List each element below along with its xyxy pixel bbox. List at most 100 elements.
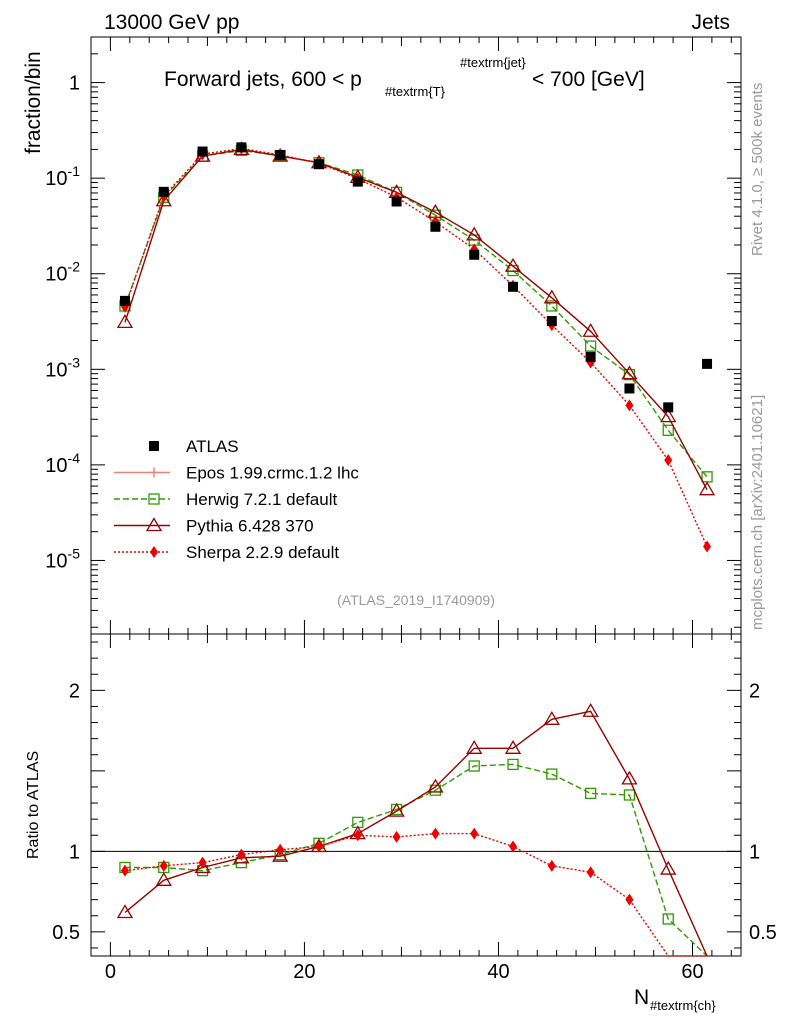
legend-label: Sherpa 2.2.9 default bbox=[186, 543, 339, 562]
main-line-pythia bbox=[124, 148, 708, 491]
legend-label: Epos 1.99.crmc.1.2 lhc bbox=[186, 464, 359, 483]
legend: ATLAS Epos 1.99.crmc.1.2 lhc Herwig 7.2.1 … bbox=[114, 437, 359, 562]
main-point-herwig bbox=[546, 300, 558, 312]
main-point-atlas bbox=[624, 383, 635, 394]
analysis-tag: (ATLAS_2019_I1740909) bbox=[337, 592, 495, 608]
main-point-pythia bbox=[621, 365, 638, 380]
ratio-point-herwig bbox=[623, 789, 636, 801]
plot-title-main: Forward jets, 600 < p bbox=[164, 68, 362, 91]
ratio-line-sherpa bbox=[124, 832, 707, 957]
main-y-tick-label: 1 bbox=[69, 73, 80, 95]
x-tick-labels: 0 20 40 60 bbox=[105, 961, 704, 983]
main-ylabel: fraction/bin bbox=[22, 51, 45, 154]
main-point-pythia bbox=[660, 408, 677, 423]
x-tick-label: 0 bbox=[105, 961, 116, 983]
ratio-y-tick-label-right: 0.5 bbox=[749, 922, 777, 944]
x-axis-title-main: N bbox=[634, 986, 649, 1009]
energy-label: 13000 GeV pp bbox=[104, 11, 239, 34]
ratio-point-pythia bbox=[504, 740, 522, 754]
plot-title-end: < 700 [GeV] bbox=[532, 68, 645, 91]
main-point-sherpa bbox=[625, 399, 634, 412]
ratio-point-herwig bbox=[662, 913, 674, 925]
main-point-pythia bbox=[698, 481, 716, 496]
ratio-point-sherpa bbox=[392, 830, 401, 843]
main-point-herwig bbox=[662, 424, 674, 436]
main-point-atlas bbox=[313, 159, 324, 170]
legend-item-epos: Epos 1.99.crmc.1.2 lhc bbox=[114, 464, 359, 483]
ratio-point-pythia bbox=[272, 847, 289, 862]
legend-marker bbox=[148, 493, 160, 505]
main-point-atlas bbox=[391, 196, 402, 207]
main-point-atlas bbox=[119, 295, 130, 306]
main-point-sherpa bbox=[703, 540, 712, 553]
ratio-series-sherpa bbox=[120, 827, 707, 957]
ratio-line-pythia bbox=[124, 710, 708, 957]
plot-title: Forward jets, 600 < p #textrm{T} #textrm… bbox=[164, 55, 645, 99]
main-point-atlas bbox=[508, 281, 519, 292]
main-series-herwig bbox=[119, 144, 713, 483]
ratio-y-tick-label-left: 1 bbox=[69, 841, 80, 863]
ratio-series-herwig bbox=[119, 758, 708, 957]
ratio-point-pythia bbox=[582, 702, 599, 717]
x-axis-title: N #textrm{ch} bbox=[634, 986, 716, 1013]
x-tick-label: 20 bbox=[293, 961, 315, 983]
legend-marker bbox=[150, 546, 158, 558]
ratio-series-pythia bbox=[116, 702, 708, 957]
mcplots-label: mcplots.cern.ch [arXiv:2401.10621] bbox=[749, 395, 766, 630]
process-label: Jets bbox=[691, 11, 730, 34]
ratio-point-pythia bbox=[194, 859, 211, 874]
main-point-pythia bbox=[116, 314, 134, 329]
ratio-point-sherpa bbox=[509, 840, 518, 853]
plot-title-subscript: #textrm{T} bbox=[385, 84, 446, 99]
main-series-layer bbox=[116, 141, 716, 553]
ratio-point-pythia bbox=[543, 711, 560, 725]
ratio-point-herwig bbox=[546, 768, 558, 780]
ratio-y-tick-label-left: 2 bbox=[69, 680, 80, 702]
main-y-tick-labels: 1 10-1 10-2 10-3 10-4 10-5 bbox=[45, 73, 80, 573]
x-axis-title-subscript: #textrm{ch} bbox=[650, 998, 716, 1013]
main-point-atlas bbox=[469, 249, 480, 260]
ratio-point-pythia bbox=[660, 860, 677, 875]
ratio-plot-frame bbox=[90, 633, 742, 957]
plot-title-superscript: #textrm{jet} bbox=[460, 55, 526, 70]
main-point-atlas bbox=[275, 149, 286, 160]
ratio-point-pythia bbox=[466, 740, 483, 754]
legend-label: ATLAS bbox=[186, 437, 239, 456]
ratio-point-sherpa bbox=[120, 864, 129, 877]
main-axis-ticks bbox=[91, 36, 741, 634]
main-y-tick-label: 10-5 bbox=[45, 545, 80, 572]
ratio-ylabel: Ratio to ATLAS bbox=[25, 751, 42, 859]
ratio-point-pythia bbox=[233, 849, 250, 864]
main-point-atlas bbox=[702, 358, 713, 369]
main-point-pythia bbox=[466, 226, 483, 241]
ratio-y-tick-label-left: 0.5 bbox=[52, 922, 80, 944]
ratio-point-pythia bbox=[427, 778, 444, 793]
main-point-pythia bbox=[582, 322, 599, 337]
legend-label: Pythia 6.428 370 bbox=[186, 517, 314, 536]
main-point-pythia bbox=[155, 192, 172, 207]
main-point-pythia bbox=[504, 257, 522, 272]
main-point-atlas bbox=[585, 351, 596, 362]
main-point-sherpa bbox=[664, 454, 673, 467]
ratio-series-layer bbox=[116, 702, 708, 957]
legend-item-herwig: Herwig 7.2.1 default bbox=[114, 490, 337, 509]
ratio-point-sherpa bbox=[353, 829, 362, 842]
main-point-atlas bbox=[546, 316, 557, 327]
ratio-point-sherpa bbox=[237, 848, 246, 861]
ratio-point-herwig bbox=[584, 787, 597, 800]
main-line-sherpa bbox=[124, 147, 708, 547]
x-tick-label: 40 bbox=[487, 961, 509, 983]
ratio-point-sherpa bbox=[470, 827, 479, 840]
ratio-point-pythia bbox=[621, 770, 638, 785]
main-point-pythia bbox=[543, 289, 560, 304]
ratio-point-sherpa bbox=[276, 843, 285, 856]
main-y-tick-label: 10-2 bbox=[45, 259, 80, 286]
ratio-point-pythia bbox=[155, 872, 172, 886]
ratio-point-sherpa bbox=[198, 856, 207, 869]
main-point-atlas bbox=[197, 146, 208, 157]
main-y-tick-label: 10-3 bbox=[45, 354, 80, 381]
ratio-point-sherpa bbox=[314, 840, 323, 853]
ratio-point-sherpa bbox=[586, 866, 595, 879]
ratio-point-herwig bbox=[468, 760, 480, 772]
